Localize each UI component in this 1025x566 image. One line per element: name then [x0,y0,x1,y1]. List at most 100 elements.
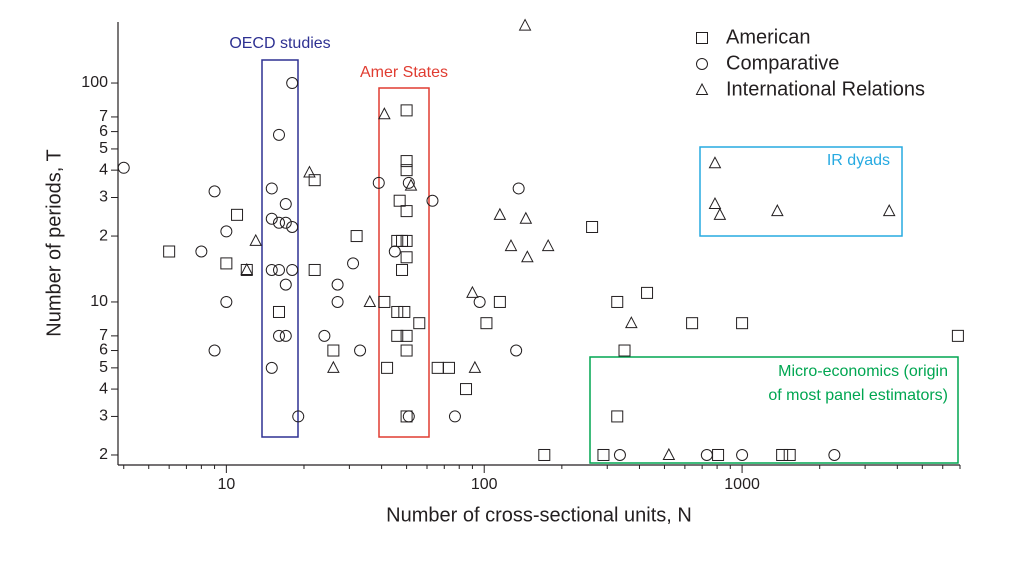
point [240,263,253,276]
point [771,204,784,217]
point [493,207,507,220]
point [363,294,377,307]
point [292,410,305,423]
point [431,361,444,374]
y-tick-label: 7 [99,327,108,344]
point [163,245,176,258]
point [396,263,409,276]
point [882,204,896,217]
point [396,234,409,247]
x-tick-label: 10 [217,476,235,493]
point [426,194,439,207]
y-tick-label: 10 [90,293,108,310]
point [521,250,534,263]
point [240,262,254,275]
point [951,329,964,342]
point [220,257,233,270]
y-tick-label: 4 [99,161,108,178]
point [776,448,789,461]
legend-marker [696,32,708,44]
point [512,182,525,195]
point [265,212,278,225]
point [519,211,533,224]
y-tick-label: 100 [81,74,108,91]
point [231,208,244,221]
legend-marker [695,82,709,95]
point [708,196,722,210]
point [460,383,473,396]
point [611,295,624,308]
point [700,448,713,461]
x-tick-label: 1000 [724,476,760,493]
point [286,77,299,90]
point [265,263,278,276]
point [480,317,493,330]
point [331,295,344,308]
annotation-label: Amer States [360,64,448,81]
point [613,448,626,461]
point [331,278,344,291]
point [372,176,385,189]
point [393,194,406,207]
point [308,174,321,187]
point [308,263,321,276]
point [400,104,413,117]
point [327,344,340,357]
point [442,361,455,374]
point [208,344,221,357]
point [350,230,363,243]
point [208,185,221,198]
point [378,295,391,308]
point [400,205,413,218]
point [272,329,285,342]
point [597,448,610,461]
annotation-label: IR dyads [827,152,890,169]
point [354,344,367,357]
y-tick-label: 6 [99,123,108,140]
point [466,285,479,298]
point [713,207,727,220]
point [493,295,506,308]
point [404,178,418,191]
point [712,448,725,461]
point [400,251,413,264]
point [272,128,285,141]
point [391,329,404,342]
point [400,164,413,177]
point [220,225,233,238]
annotation-box [261,59,299,438]
point [400,329,413,342]
point [347,257,360,270]
annotation-box [699,146,903,237]
point [381,361,394,374]
point [388,245,401,258]
point [473,295,486,308]
legend-marker [696,58,708,70]
y-tick-label: 5 [99,359,108,376]
point [265,182,278,195]
legend-label: American [726,26,810,48]
y-tick-label: 2 [99,446,108,463]
point [783,448,796,461]
point [400,344,413,357]
point [249,233,263,246]
point [279,329,292,342]
point [279,198,292,211]
point [272,263,285,276]
x-tick-label: 100 [471,476,498,493]
point [378,107,391,120]
point [625,316,638,329]
y-tick-label: 4 [99,380,108,397]
point [541,238,555,252]
y-tick-label: 2 [99,227,108,244]
point [400,410,413,423]
point [117,161,130,174]
point [279,278,292,291]
y-tick-label: 7 [99,108,108,125]
point [618,344,631,357]
annotation-label: OECD studies [229,35,330,52]
point [391,305,404,318]
point [510,344,523,357]
annotation-label: of most panel estimators) [768,387,948,404]
